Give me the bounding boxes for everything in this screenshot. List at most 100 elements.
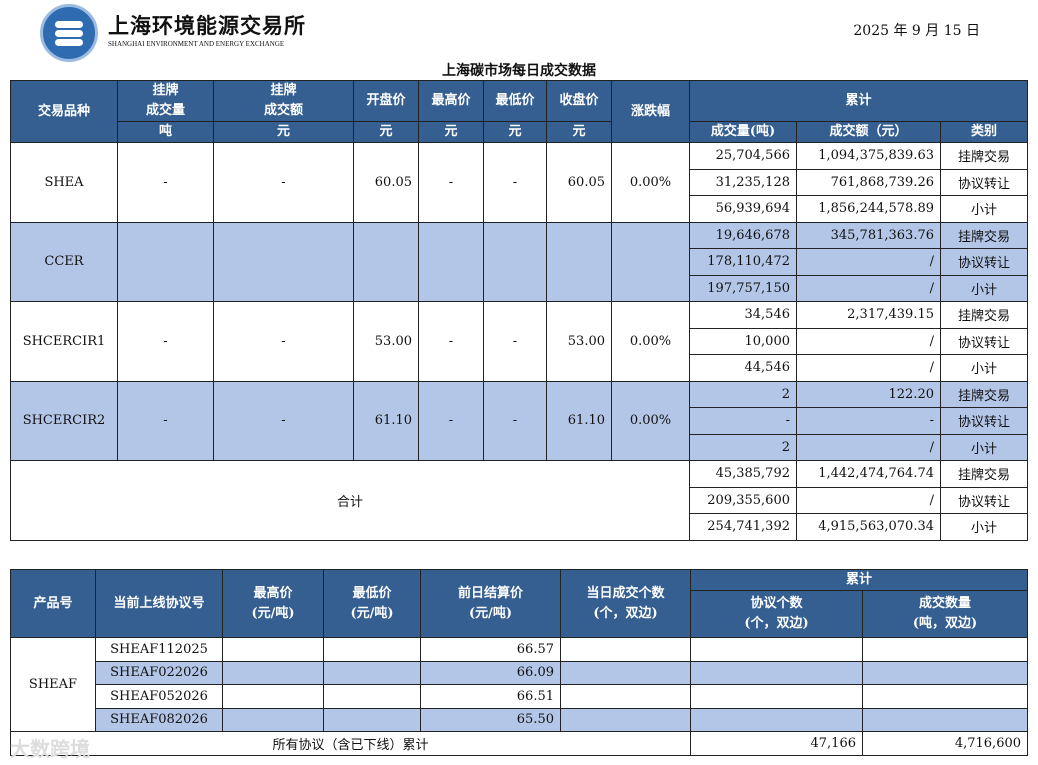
cell-cum_count (690, 707, 863, 732)
cum-amt: 2,317,439.15 (796, 301, 941, 329)
cell-settle: 66.51 (420, 684, 561, 709)
col-header-close: 收盘价 (546, 80, 612, 122)
cum-vol: 19,646,678 (689, 221, 797, 249)
cell-product: SHEA (10, 142, 118, 223)
table-row: 31,235,128 761,868,739.26 协议转让 (11, 168, 1029, 196)
cell-high (222, 684, 324, 709)
product-cell: SHEAF (10, 637, 96, 732)
cell-low (323, 707, 421, 732)
cum-amt: 1,856,244,578.89 (796, 195, 941, 223)
cum-type: 小计 (939, 433, 1029, 461)
total-label: 所有协议（含已下线）累计 (10, 731, 691, 756)
table-row: CCER 19,646,678 345,781,363.76 挂牌交易 (10, 221, 1029, 302)
cell-change (611, 221, 690, 302)
total-amt: 1,442,474,764.74 (796, 460, 941, 488)
cell-count (560, 684, 691, 709)
table-row: 178,110,472/协议转让 (11, 248, 1029, 276)
table-row: SHCERCIR2- -61.10- -61.10 0.00% 2 122.20 挂牌交易 (10, 380, 1029, 461)
table-row: SHEAF052026 66.51 (11, 684, 1029, 709)
col-header-cumulative: 累计 (689, 569, 1029, 591)
header-row: 交易品种 挂牌 成交量 挂牌 成交额 开盘价 最高价 最低价 收盘价 涨跌幅 累计 (10, 80, 1029, 143)
cell-cum_qty (861, 707, 1029, 732)
total-row: 所有协议（含已下线）累计 47,166 4,716,600 (10, 731, 1029, 756)
cum-vol: 178,110,472 (689, 248, 797, 276)
cell-listed_amt (213, 221, 354, 302)
col-header-contract: 当前上线协议号 (95, 569, 223, 638)
cell-change: 0.00% (611, 380, 690, 461)
cum-type: 挂牌交易 (939, 221, 1029, 249)
col-header-listed_vol: 挂牌 成交量 (117, 80, 214, 122)
cum-vol: 31,235,128 (689, 168, 797, 196)
cell-settle: 66.57 (420, 637, 561, 662)
col-header-low: 最低价 (483, 80, 547, 122)
cum-amt: - (796, 407, 941, 435)
cell-cum_count (690, 660, 863, 685)
cum-type: 协议转让 (939, 407, 1029, 435)
cell-high (222, 707, 324, 732)
table-row: 2/小计 (11, 433, 1029, 461)
total-cum-qty: 4,716,600 (861, 731, 1029, 756)
cell-low (323, 660, 421, 685)
unit-row: 吨元元元元元成交量(吨) 成交额（元） 类别 (11, 121, 1029, 143)
cum-vol: 2 (689, 380, 797, 408)
table-row: SHEAF SHEAF112025 66.57 (10, 637, 1029, 732)
total-row: 209,355,600/协议转让 (11, 486, 1029, 514)
brand-name-en: SHANGHAI ENVIRONMENT AND ENERGY EXCHANGE (108, 40, 285, 48)
col-header-low: 最低价 (元/吨) (323, 569, 421, 638)
total-row: 254,741,392 4,915,563,070.34 小计 (11, 513, 1029, 541)
report-date: 2025 年 9 月 15 日 (853, 23, 980, 39)
cum-vol: 25,704,566 (689, 142, 797, 170)
cell-cum_qty (861, 684, 1029, 709)
cell-product: CCER (10, 221, 118, 302)
cum-header-vol: 成交量(吨) (689, 121, 797, 143)
cell-listed_amt: - (213, 380, 354, 461)
cell-listed_vol (117, 221, 214, 302)
table-row: 44,546/小计 (11, 354, 1029, 382)
cum-amt: 345,781,363.76 (796, 221, 941, 249)
cell-product: SHCERCIR1 (10, 301, 118, 382)
cum-vol: 44,546 (689, 354, 797, 382)
table-row: 10,000/协议转让 (11, 327, 1029, 355)
cum-amt: 1,094,375,839.63 (796, 142, 941, 170)
cell-open (353, 221, 419, 302)
cell-close (546, 221, 612, 302)
cell-low (483, 221, 547, 302)
col-header-product: 产品号 (10, 569, 96, 638)
unit-close: 元 (546, 121, 612, 143)
header-row: 产品号 当前上线协议号 最高价 (元/吨) 最低价 (元/吨) 前日结算价 (元/吨) 当… (10, 569, 1029, 638)
table-row: 56,939,694 1,856,244,578.89 小计 (11, 195, 1029, 223)
cum-type: 小计 (939, 354, 1029, 382)
total-type: 小计 (939, 513, 1029, 541)
table-row: SHCERCIR1- -53.00- -53.00 0.00% 34,546 2,317,… (10, 301, 1029, 382)
cum-amt: / (796, 433, 941, 461)
cell-listed_amt: - (213, 301, 354, 382)
cell-low (323, 684, 421, 709)
table-row: - - 协议转让 (11, 407, 1029, 435)
cell-product: SHCERCIR2 (10, 380, 118, 461)
cum-type: 协议转让 (939, 248, 1029, 276)
cum-header-type: 类别 (939, 121, 1029, 143)
cell-cum_count (690, 684, 863, 709)
total-amt: / (796, 486, 941, 514)
cell-listed_amt: - (213, 142, 354, 223)
cell-high: - (418, 301, 484, 382)
cell-contract: SHEAF022026 (95, 660, 223, 685)
cum-amt: / (796, 274, 941, 302)
cum-amt: 122.20 (796, 380, 941, 408)
cell-open: 61.10 (353, 380, 419, 461)
brand-name: 上海环境能源交易所 (108, 13, 306, 38)
table-row: SHEAF022026 66.09 (11, 660, 1029, 685)
total-amt: 4,915,563,070.34 (796, 513, 941, 541)
sub-header-row: 协议个数 (个，双边) 成交数量 (吨，双边) (11, 590, 1029, 638)
cum-header-amt: 成交额（元） (796, 121, 941, 143)
cum-type: 挂牌交易 (939, 380, 1029, 408)
col-header-count: 当日成交个数 (个，双边) (560, 569, 691, 638)
cell-contract: SHEAF052026 (95, 684, 223, 709)
cum-type: 协议转让 (939, 327, 1029, 355)
cum-amt: / (796, 327, 941, 355)
cum-vol: 197,757,150 (689, 274, 797, 302)
total-label: 合计 (10, 460, 690, 541)
cum-amt: / (796, 354, 941, 382)
cum-vol: - (689, 407, 797, 435)
cell-low: - (483, 301, 547, 382)
